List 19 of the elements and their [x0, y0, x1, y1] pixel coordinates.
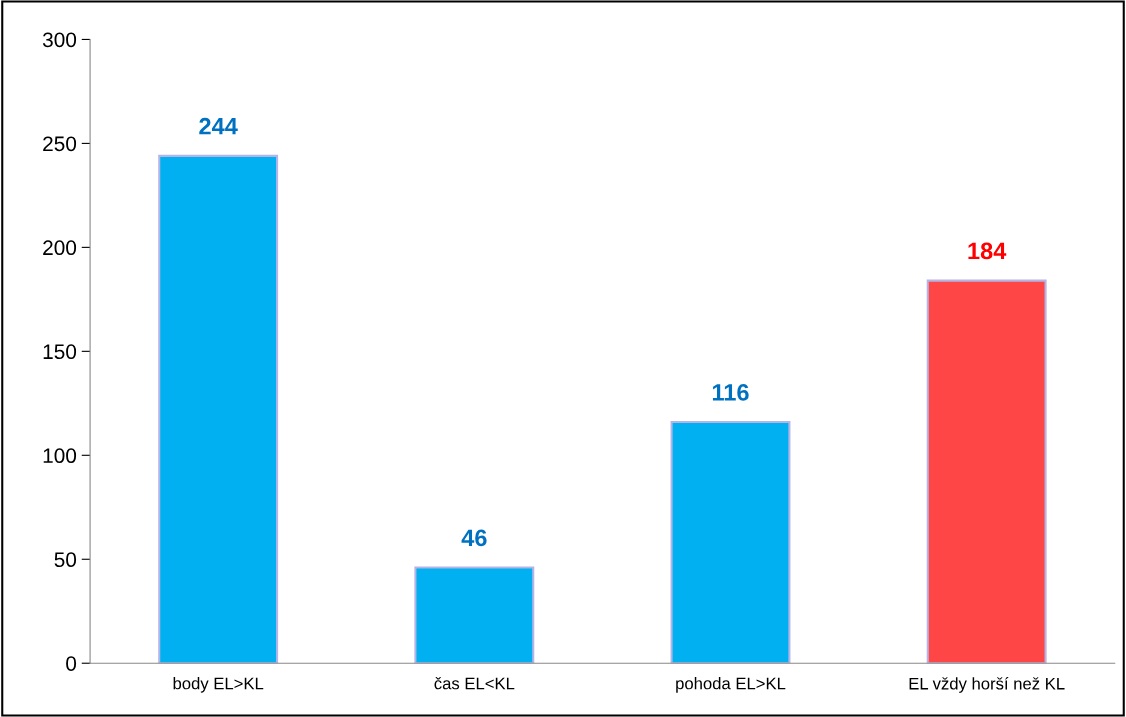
y-tick-label: 300 — [42, 32, 77, 48]
bar — [158, 154, 279, 664]
y-tick-label: 250 — [43, 136, 77, 152]
data-label: 184 — [968, 242, 1007, 260]
y-tick-label: 100 — [43, 448, 77, 464]
data-label: 116 — [712, 383, 749, 401]
x-tick-label: body EL>KL — [173, 677, 264, 693]
data-label: 46 — [461, 529, 487, 547]
x-tick-label: čas EL<KL — [434, 677, 515, 690]
data-label: 244 — [199, 117, 238, 135]
y-tick-label: 150 — [43, 344, 77, 360]
bar — [670, 420, 791, 664]
x-tick-label: EL vždy horší než KL — [909, 677, 1065, 693]
bar — [414, 566, 535, 664]
y-tick-label: 50 — [54, 552, 77, 568]
y-tick-label: 0 — [66, 656, 77, 671]
bar — [926, 279, 1047, 664]
x-tick-label: pohoda EL>KL — [676, 677, 786, 693]
y-tick-label: 200 — [43, 240, 77, 256]
